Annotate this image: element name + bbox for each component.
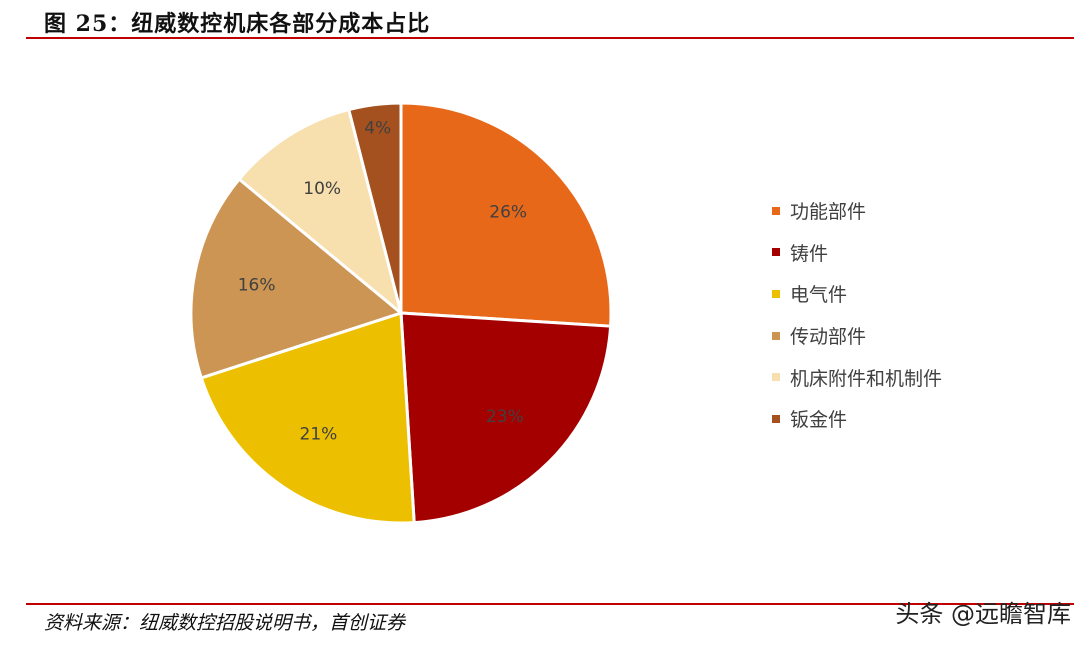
- legend-item-2: 铸件: [772, 232, 942, 274]
- chart-legend: 功能部件铸件电气件传动部件机床附件和机制件 钣金件: [772, 190, 942, 440]
- legend-label: 机床附件和机制件: [790, 367, 943, 390]
- legend-swatch: [772, 331, 780, 340]
- legend-label: 电气件: [790, 284, 848, 307]
- pie-slice-2: [399, 311, 613, 525]
- pie-data-label-6: 4%: [364, 119, 391, 139]
- source-note: 资料来源：纽威数控招股说明书，首创证券: [44, 612, 406, 634]
- legend-item-4: 传动部件: [772, 315, 942, 357]
- legend-swatch: [772, 373, 780, 382]
- pie-slice-3: [199, 311, 416, 525]
- legend-swatch: [772, 289, 780, 298]
- legend-item-1: 功能部件: [772, 190, 942, 232]
- legend-label: 铸件: [790, 242, 829, 265]
- pie-slice-6: [347, 101, 403, 315]
- watermark: 头条 @远瞻智库: [895, 600, 1071, 628]
- pie-slices: [189, 101, 613, 525]
- pie-data-label-5: 10%: [303, 179, 341, 199]
- title-rule: [26, 37, 1074, 39]
- pie-data-label-1: 26%: [489, 202, 527, 222]
- legend-swatch: [772, 414, 780, 423]
- pie-slice-4: [189, 177, 403, 380]
- legend-swatch: [772, 206, 780, 215]
- figure-title: 图 25：纽威数控机床各部分成本占比: [44, 11, 431, 37]
- pie-data-labels: 26% 23% 21% 16% 10% 4%: [238, 119, 527, 445]
- pie-data-label-4: 16%: [238, 276, 276, 296]
- legend-item-5: 机床附件和机制件: [772, 356, 942, 398]
- pie-data-label-2: 23%: [486, 407, 524, 427]
- legend-item-3: 电气件: [772, 273, 942, 315]
- legend-label: 钣金件: [790, 409, 848, 432]
- legend-label: 传动部件: [790, 326, 867, 349]
- legend-swatch: [772, 248, 780, 257]
- source-rule: [26, 603, 1074, 605]
- pie-slice-1: [399, 101, 613, 328]
- legend-label: 功能部件: [790, 201, 867, 224]
- legend-item-6: 钣金件: [772, 398, 942, 440]
- pie-data-label-3: 21%: [300, 425, 338, 445]
